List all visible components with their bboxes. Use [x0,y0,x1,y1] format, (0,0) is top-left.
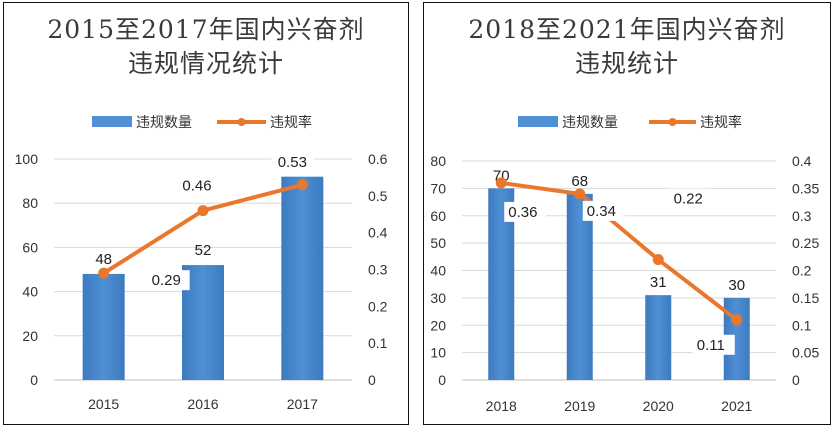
left-axis-tick: 10 [430,345,446,361]
right-axis-tick: 0.1 [368,335,388,351]
left-axis-tick: 40 [430,263,446,279]
rate-point [198,205,209,216]
chart-panel-left: 2015至2017年国内兴奋剂 违规情况统计 违规数量 违规率 0 20 40 60 80 1… [3,2,409,425]
left-axis-tick: 20 [430,317,446,333]
left-axis-tick: 20 [22,328,38,344]
legend-bar-swatch [518,116,558,127]
x-axis-tick: 2016 [187,396,218,412]
rate-point [98,268,109,279]
right-axis-tick: 0 [368,372,376,388]
right-axis-tick: 0.4 [792,153,812,169]
legend-line-marker [669,118,677,126]
bar [567,194,593,380]
rate-data-label: 0.53 [278,154,307,171]
rate-data-label: 0.36 [508,204,537,221]
x-axis-tick: 2015 [88,396,119,412]
right-axis-tick: 0.4 [368,225,388,241]
right-axis-tick: 0.5 [368,188,388,204]
rate-point [496,177,507,188]
left-axis-tick: 60 [430,208,446,224]
left-axis-tick: 70 [430,180,446,196]
left-axis-tick: 80 [430,153,446,169]
rate-data-label: 0.22 [674,191,703,208]
rate-data-label: 0.11 [697,337,725,354]
legend-line-marker [238,118,246,126]
bar-data-label: 48 [95,251,112,268]
rate-point [297,179,308,190]
bar-data-label: 30 [728,277,745,294]
x-axis-tick: 2018 [486,398,517,414]
x-axis-tick: 2020 [643,398,674,414]
legend-bar-label: 违规数量 [136,115,192,131]
right-axis-tick: 0.6 [368,151,388,167]
left-axis-tick: 50 [430,235,446,251]
right-axis-tick: 0.15 [792,290,819,306]
left-axis-tick: 100 [15,151,39,167]
right-axis-tick: 0 [792,372,800,388]
right-axis-tick: 0.35 [792,180,819,196]
right-axis-tick: 0.2 [792,263,812,279]
rate-data-label: 0.46 [182,178,211,195]
rate-point [653,254,664,265]
legend-line-label: 违规率 [700,114,742,131]
chart-panel-right: 2018至2021年国内兴奋剂 违规统计 违规数量 违规率 0 10 20 30 40 50 6… [423,2,831,425]
x-axis-tick: 2017 [287,396,318,412]
left-axis-tick: 80 [22,195,38,211]
right-axis-tick: 0.3 [792,208,812,224]
rate-data-label: 0.29 [152,272,181,289]
x-axis-tick: 2019 [564,398,595,414]
left-axis-tick: 60 [22,239,38,255]
right-axis-tick: 0.2 [368,298,388,314]
right-axis-tick: 0.25 [792,235,819,251]
chart-svg-right: 违规数量 违规率 0 10 20 30 40 50 60 70 80 0 0.05 0.1 0.15 0.2 0… [424,3,832,426]
bar [281,177,323,380]
chart-svg-left: 违规数量 违规率 0 20 40 60 80 100 0 0.1 0.2 0.3 0.4 0.5 0.6 48… [4,3,410,426]
rate-point [731,314,742,325]
right-axis-tick: 0.05 [792,345,819,361]
rate-data-label: 0.34 [587,203,616,220]
right-axis-tick: 0.3 [368,262,388,278]
legend-bar-swatch [92,116,132,127]
bar-data-label: 31 [650,274,667,291]
left-axis-tick: 0 [30,372,38,388]
left-axis-tick: 40 [22,284,38,300]
bar-data-label: 68 [571,173,588,190]
bar-data-label: 52 [195,242,212,259]
left-axis-tick: 30 [430,290,446,306]
right-axis-tick: 0.1 [792,317,812,333]
legend-bar-label: 违规数量 [562,115,618,131]
bar [83,274,125,380]
bar [645,295,671,380]
x-axis-tick: 2021 [721,398,752,414]
rate-point [574,188,585,199]
legend-line-label: 违规率 [270,114,312,131]
rate-line [104,185,303,273]
left-axis-tick: 0 [438,372,446,388]
